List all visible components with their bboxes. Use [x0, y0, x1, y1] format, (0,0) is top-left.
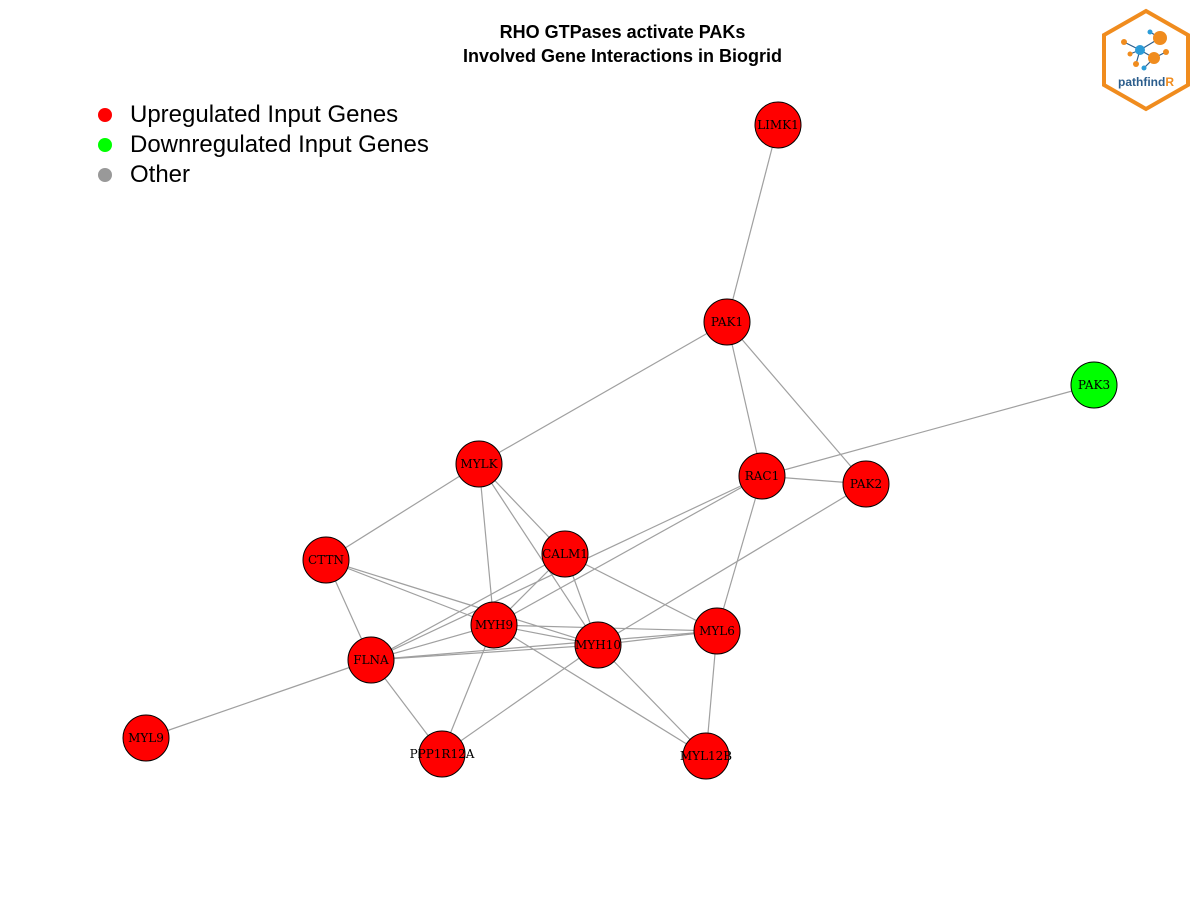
logo-text-main: pathfind [1118, 75, 1165, 89]
node-myl6: MYL6 [693, 607, 741, 655]
legend-label-other: Other [130, 161, 191, 188]
edge-mylk-myh9 [478, 463, 495, 626]
legend: Upregulated Input Genes Downregulated In… [95, 100, 429, 190]
node-circle-myl9 [122, 714, 170, 762]
node-label-myh10: MYH10 [575, 638, 621, 652]
node-label-pak2: PAK2 [850, 477, 882, 491]
node-circle-flna [347, 636, 395, 684]
edge-mylk-myh10 [478, 463, 599, 646]
legend-item-other: Other [95, 160, 429, 190]
node-circle-myh10 [574, 621, 622, 669]
edge-myh10-myl12b [597, 644, 707, 757]
node-label-calm1: CALM1 [542, 547, 588, 561]
node-label-myl9: MYL9 [128, 731, 164, 745]
title-line-1: RHO GTPases activate PAKs [499, 22, 746, 42]
chart-title: RHO GTPases activate PAKs Involved Gene … [0, 20, 1200, 68]
title-line-2: Involved Gene Interactions in Biogrid [462, 46, 783, 66]
node-circle-calm1 [541, 530, 589, 578]
edge-limk1-pak1 [726, 124, 779, 323]
legend-dot-upregulated [98, 108, 112, 122]
node-layer: LIMK1 PAK1 PAK3 MYLK RAC1 PAK2 CTTN CALM1 MYH9 MY… [122, 101, 1118, 780]
edge-myh10-ppp1r12a [441, 644, 599, 755]
legend-item-downregulated: Downregulated Input Genes [95, 130, 429, 160]
edge-cttn-myh9 [325, 559, 495, 626]
node-circle-cttn [302, 536, 350, 584]
node-label-pak1: PAK1 [711, 315, 743, 329]
node-flna: FLNA [347, 636, 395, 684]
node-circle-rac1 [738, 452, 786, 500]
legend-dot-downregulated [98, 138, 112, 152]
node-pak2: PAK2 [842, 460, 890, 508]
edge-myh10-flna [370, 644, 599, 661]
node-myh10: MYH10 [574, 621, 622, 669]
node-mylk: MYLK [455, 440, 503, 488]
node-circle-pak1 [703, 298, 751, 346]
node-myl12b: MYL12B [680, 732, 732, 780]
node-pak3: PAK3 [1070, 361, 1118, 409]
node-circle-pak2 [842, 460, 890, 508]
pathfindr-logo: pathfindR [1102, 8, 1190, 112]
edge-flna-myl9 [145, 659, 372, 739]
node-label-limk1: LIMK1 [757, 118, 799, 132]
node-label-myh9: MYH9 [475, 618, 513, 632]
legend-item-upregulated: Upregulated Input Genes [95, 100, 429, 130]
logo-text-accent: R [1165, 75, 1174, 89]
node-myh9: MYH9 [470, 601, 518, 649]
edge-pak1-rac1 [726, 321, 763, 477]
node-label-pak3: PAK3 [1078, 378, 1110, 392]
edge-myl6-flna [370, 630, 718, 661]
edge-pak2-myh10 [597, 483, 867, 646]
legend-label-downregulated: Downregulated Input Genes [130, 131, 429, 158]
edge-cttn-myh10 [325, 559, 599, 646]
node-cttn: CTTN [302, 536, 350, 584]
edge-pak1-mylk [478, 321, 728, 465]
node-calm1: CALM1 [541, 530, 589, 578]
node-circle-limk1 [754, 101, 802, 149]
node-label-myl6: MYL6 [699, 624, 735, 638]
node-circle-mylk [455, 440, 503, 488]
node-label-cttn: CTTN [308, 553, 344, 567]
node-circle-pak3 [1070, 361, 1118, 409]
node-ppp1r12a: PPP1R12A [410, 730, 475, 778]
node-label-rac1: RAC1 [745, 469, 780, 483]
node-label-mylk: MYLK [460, 457, 498, 471]
edge-calm1-flna [370, 553, 566, 661]
node-pak1: PAK1 [703, 298, 751, 346]
edge-rac1-myh9 [493, 475, 763, 626]
svg-text:pathfindR: pathfindR [1118, 75, 1174, 89]
edge-pak3-rac1 [761, 384, 1095, 477]
edge-layer [145, 124, 1095, 757]
edge-calm1-myl6 [564, 553, 718, 632]
edge-pak1-pak2 [726, 321, 867, 485]
node-label-ppp1r12a: PPP1R12A [410, 747, 475, 761]
edge-mylk-cttn [325, 463, 480, 561]
node-circle-myh9 [470, 601, 518, 649]
legend-label-upregulated: Upregulated Input Genes [130, 101, 399, 128]
node-circle-ppp1r12a [418, 730, 466, 778]
edge-rac1-myl6 [716, 475, 763, 632]
node-label-myl12b: MYL12B [680, 749, 732, 763]
legend-dot-other [98, 168, 112, 182]
node-limk1: LIMK1 [754, 101, 802, 149]
node-circle-myl12b [682, 732, 730, 780]
node-label-flna: FLNA [353, 653, 389, 667]
node-rac1: RAC1 [738, 452, 786, 500]
node-myl9: MYL9 [122, 714, 170, 762]
node-circle-myl6 [693, 607, 741, 655]
